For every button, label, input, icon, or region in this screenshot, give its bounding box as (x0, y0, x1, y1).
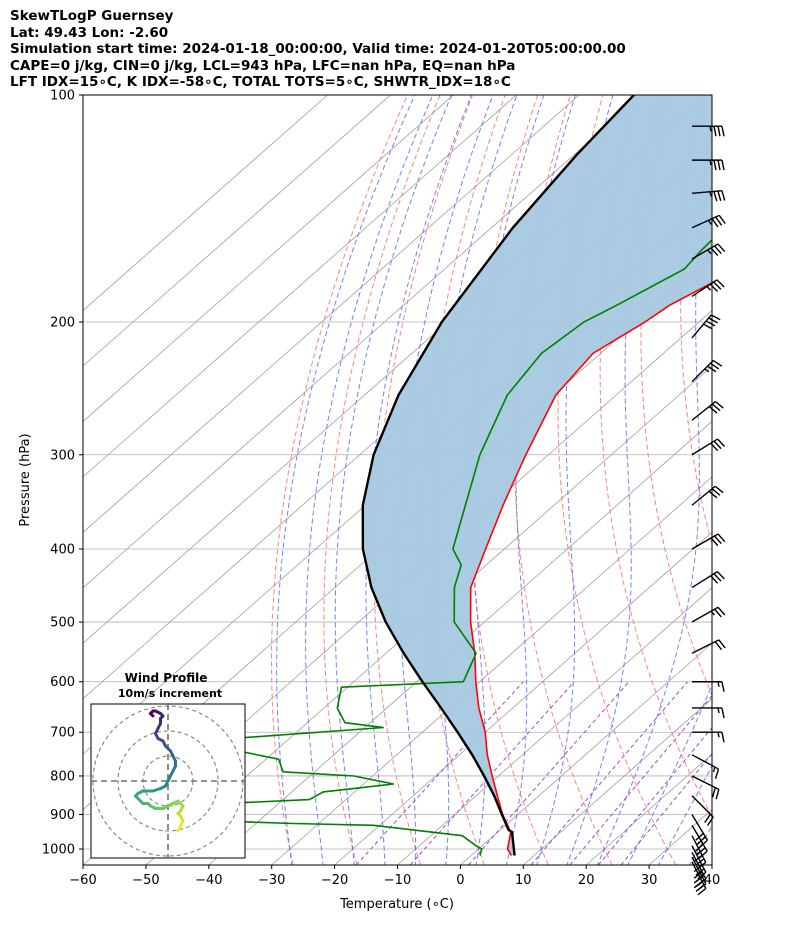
y-tick-label: 600 (50, 675, 75, 690)
mixing-ratio-line (355, 681, 524, 865)
wind-barb (691, 243, 726, 260)
dry-adiabat-line (373, 95, 474, 865)
wind-barb (691, 754, 720, 779)
wind-barb (692, 125, 725, 137)
isotherm-line (83, 95, 580, 533)
isotherm-line (523, 698, 712, 865)
isotherm-line (83, 95, 328, 312)
x-tick-label: −40 (195, 873, 222, 888)
x-tick-label: −50 (132, 873, 159, 888)
isotherm-line (83, 95, 391, 367)
wind-barb (691, 775, 720, 800)
x-tick-label: −60 (69, 873, 96, 888)
inset-hodograph (91, 704, 245, 858)
x-tick-label: −10 (384, 873, 411, 888)
isotherm-line (711, 864, 712, 865)
wind-barb (691, 639, 726, 654)
moist-adiabat-line (627, 683, 712, 865)
y-tick-label: 100 (50, 89, 75, 104)
wind-barb (691, 814, 709, 848)
moist-adiabat-line (566, 95, 660, 865)
index-line: LFT IDX=15∘C, K IDX=-58∘C, TOTAL TOTS=5∘… (10, 74, 511, 90)
isotherm-line (397, 587, 712, 865)
dry-adiabat-line (270, 95, 408, 865)
dry-adiabat-line (756, 95, 794, 865)
y-tick-label: 200 (50, 315, 75, 330)
mixing-ratio-line (530, 681, 688, 865)
cape-line: CAPE=0 j/kg, CIN=0 j/kg, LCL=943 hPa, LF… (10, 57, 516, 74)
mixing-ratio-line (569, 695, 712, 865)
time-line: Simulation start time: 2024-01-18_00:00:… (10, 41, 626, 57)
wind-barb (691, 214, 726, 229)
wind-barb (692, 159, 725, 171)
wind-barb (691, 400, 724, 421)
mixing-ratio-line (468, 681, 630, 865)
y-tick-label: 300 (50, 448, 75, 463)
x-axis-label: Temperature (∘C) (339, 897, 454, 912)
wind-barb (691, 279, 725, 298)
y-tick-label: 500 (50, 616, 75, 631)
wind-barb (691, 438, 726, 456)
isotherm-line (208, 420, 712, 865)
x-tick-label: −20 (321, 873, 348, 888)
wind-barb (692, 681, 725, 692)
y-axis-label: Pressure (hPa) (18, 433, 33, 526)
y-tick-label: 400 (50, 542, 75, 557)
location-line: Lat: 49.43 Lon: -2.60 (10, 24, 169, 41)
temperature-line (469, 281, 712, 856)
x-tick-label: 40 (704, 873, 721, 888)
wind-barb (691, 485, 724, 506)
wind-barb (691, 571, 725, 589)
y-tick-label: 700 (50, 726, 75, 741)
mixing-ratio-line (598, 727, 712, 865)
inset-title: Wind Profile (125, 671, 208, 685)
dry-adiabat-line (719, 95, 794, 865)
x-tick-label: 30 (641, 873, 658, 888)
x-tick-label: 10 (515, 873, 532, 888)
dry-adiabat-line (323, 95, 441, 865)
isotherm-line (145, 365, 712, 865)
isotherm-line (83, 95, 454, 422)
hodograph-segment (149, 712, 155, 718)
wind-barb (691, 835, 707, 870)
wind-barb (691, 606, 726, 623)
mixing-ratio-line (620, 753, 712, 865)
wind-barb (691, 190, 726, 202)
parcel-line (361, 95, 635, 856)
wind-barb (691, 314, 721, 339)
wind-barb (692, 731, 725, 743)
wind-profile-inset: Wind Profile 10m/s increment (90, 671, 246, 859)
chart-title: SkewTLogP Guernsey (10, 8, 174, 24)
x-tick-label: 20 (578, 873, 595, 888)
moist-adiabat-line (536, 95, 614, 865)
x-tick-label: −30 (258, 873, 285, 888)
inset-ring (117, 730, 219, 832)
x-tick-label: 0 (456, 873, 464, 888)
inset-subtitle: 10m/s increment (118, 687, 222, 700)
moist-adiabat-line (719, 95, 794, 867)
isotherm-line (271, 476, 712, 865)
parcel-shading (362, 95, 712, 856)
moist-adiabat-line (596, 117, 712, 865)
wind-barb (691, 533, 726, 550)
axes-layer: −60 −50 −40 −30 −20 −10 0 10 20 30 40 100 200 300 400 5… (42, 89, 720, 889)
isotherm-line (460, 642, 712, 865)
isotherm-line (83, 95, 517, 478)
y-tick-label: 900 (50, 808, 75, 823)
y-tick-label: 800 (50, 769, 75, 784)
chart-header: SkewTLogP Guernsey Lat: 49.43 Lon: -2.60… (10, 8, 626, 91)
wind-barb (692, 707, 725, 719)
y-tick-label: 1000 (42, 843, 75, 858)
isotherm-line (83, 95, 643, 589)
wind-barbs (691, 125, 726, 896)
